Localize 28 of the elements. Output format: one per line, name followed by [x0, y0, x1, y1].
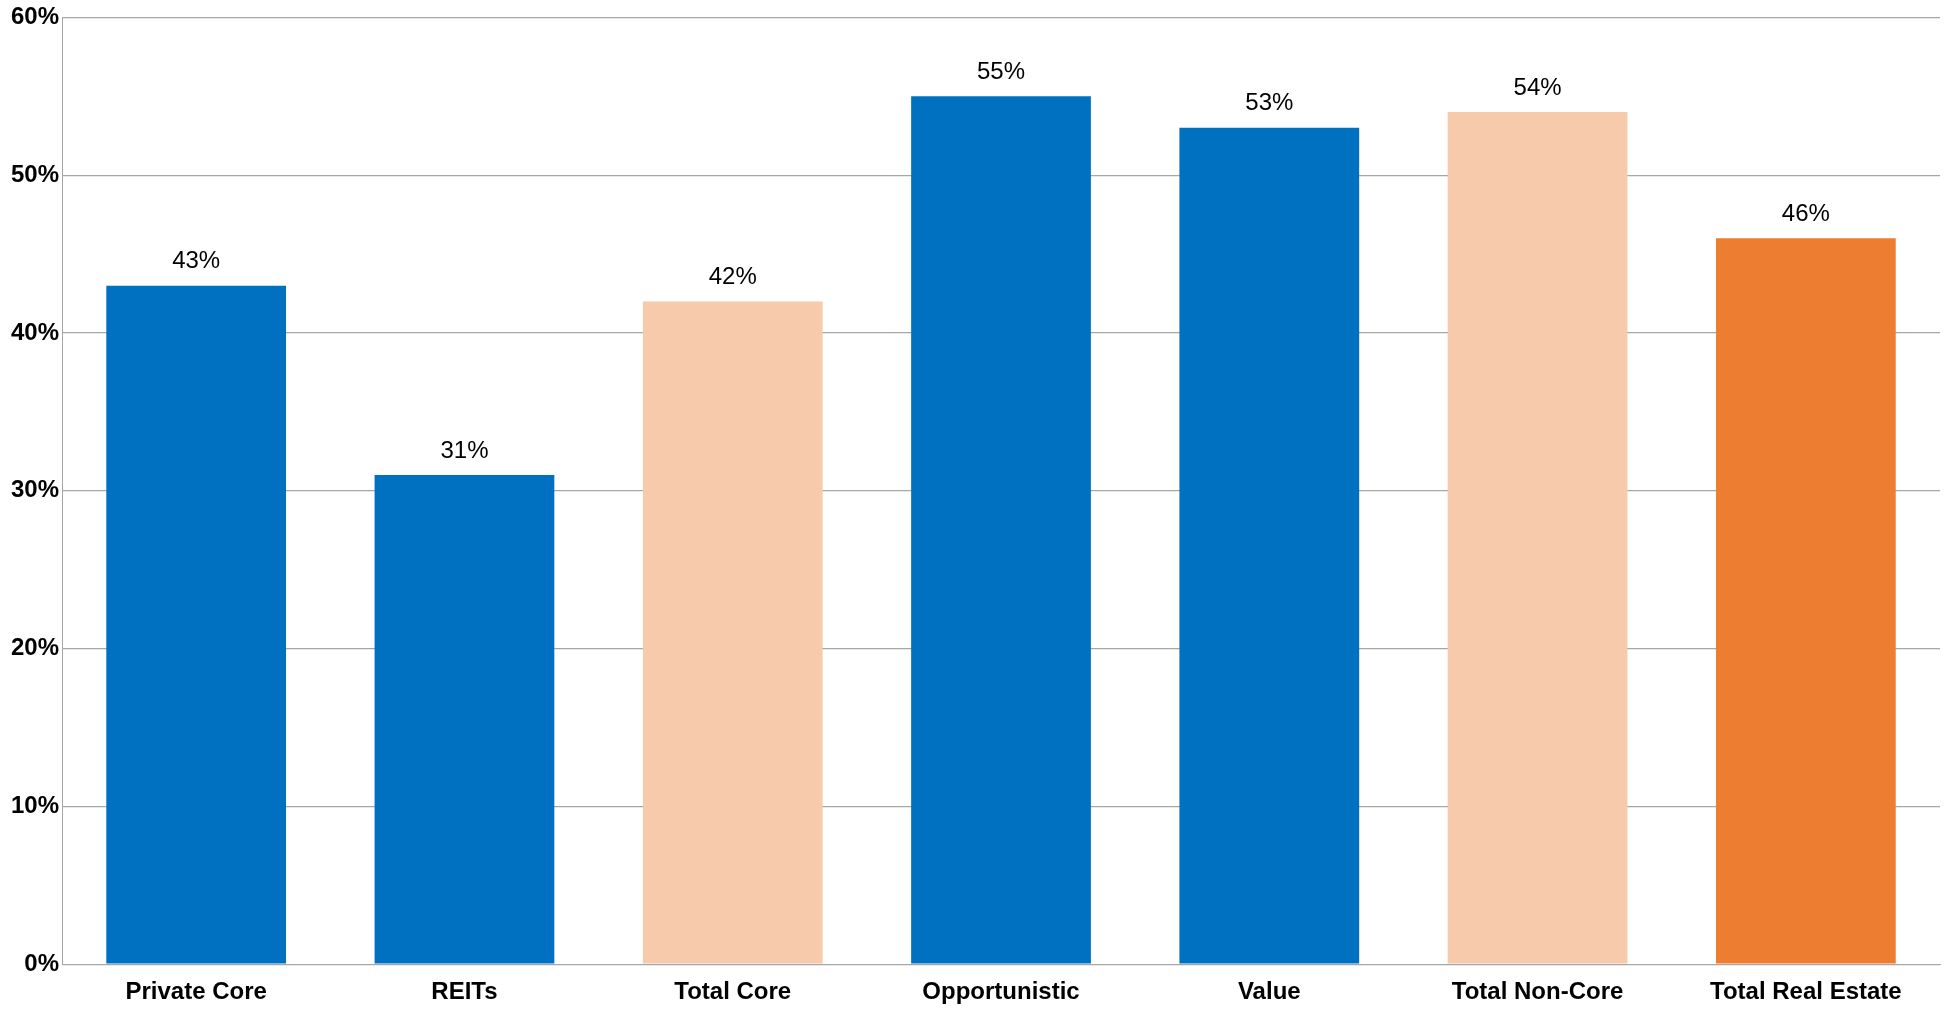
x-tick-label: Opportunistic	[922, 977, 1080, 1005]
y-tick-label: 10%	[10, 791, 60, 819]
x-tick-label: Total Non-Core	[1451, 977, 1624, 1005]
bar	[374, 475, 555, 964]
data-label: 55%	[976, 56, 1026, 84]
bar	[106, 285, 287, 964]
bar	[642, 301, 823, 964]
x-tick-label: REITs	[431, 977, 498, 1005]
data-label: 46%	[1781, 198, 1830, 226]
x-tick-label: Total Real Estate	[1710, 977, 1902, 1005]
data-label: 42%	[708, 262, 757, 290]
y-tick-label: 20%	[10, 633, 60, 661]
data-label: 43%	[172, 246, 221, 274]
y-tick-label: 40%	[10, 317, 60, 345]
bar	[1179, 127, 1360, 964]
bar	[1715, 238, 1896, 964]
data-label: 53%	[1245, 88, 1294, 116]
y-tick-label: 30%	[10, 475, 60, 503]
y-tick-label: 0%	[24, 948, 60, 976]
y-tick-label: 60%	[10, 2, 60, 30]
bar	[911, 96, 1091, 964]
x-tick-label: Total Core	[674, 977, 792, 1005]
bar	[1447, 112, 1628, 964]
data-label: 54%	[1513, 72, 1562, 100]
x-tick-label: Value	[1237, 977, 1301, 1005]
data-label: 31%	[440, 435, 489, 463]
y-tick-label: 50%	[10, 159, 60, 187]
x-tick-label: Private Core	[125, 977, 267, 1005]
